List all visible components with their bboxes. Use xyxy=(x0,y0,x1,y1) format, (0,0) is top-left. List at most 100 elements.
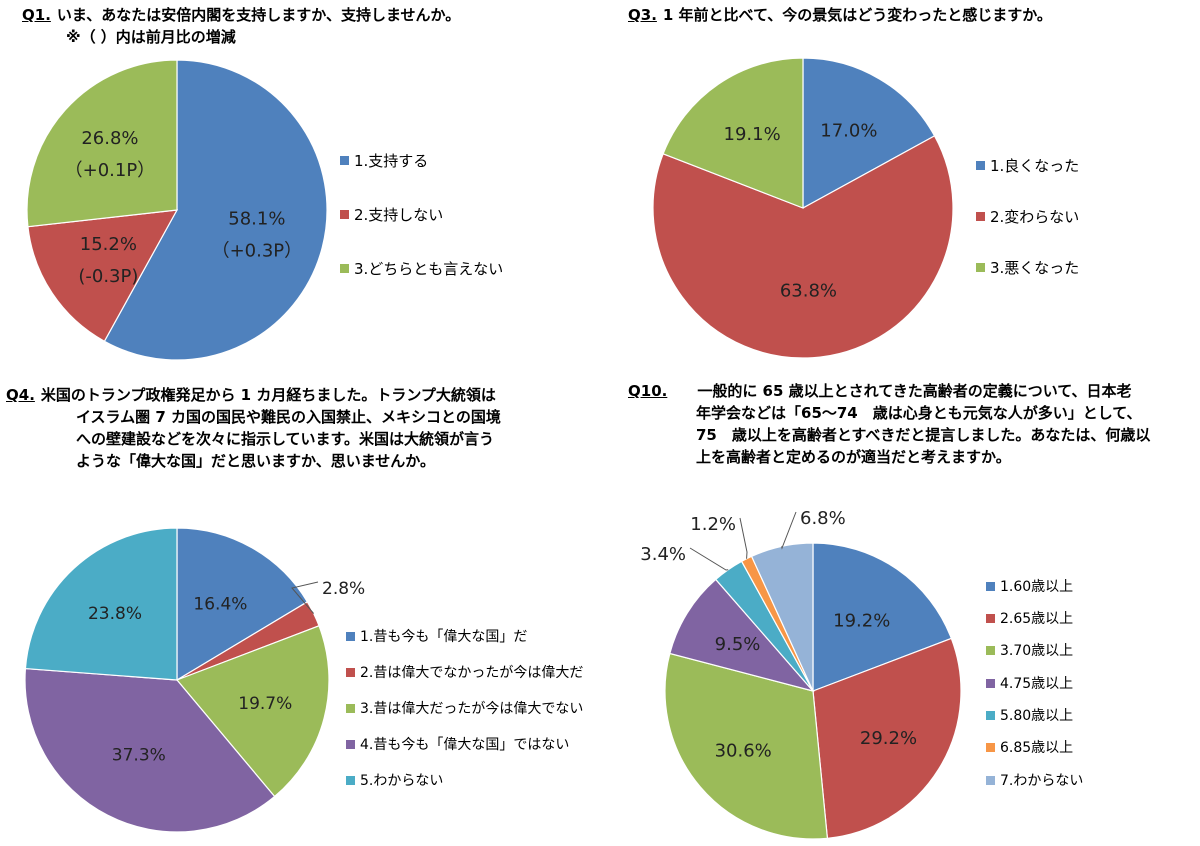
q1-title-line-2: ※（ ）内は前月比の増減 xyxy=(66,28,236,46)
q1-legend-swatch-3 xyxy=(340,264,349,273)
q10-legend-item-3: 3.70歳以上 xyxy=(986,640,1073,660)
q10-number: Q10. xyxy=(628,382,668,400)
q10-value-label-3: 30.6% xyxy=(715,741,772,762)
q10-leader-line-5 xyxy=(689,547,729,571)
q10-title-line-2: 年学会などは「65～74 歳は心身とも元気な人が多い」として、 xyxy=(696,404,1142,422)
q4-legend-swatch-3 xyxy=(346,703,355,713)
q3-legend-swatch-1 xyxy=(976,161,985,170)
q10-legend-swatch-4 xyxy=(986,678,995,688)
q4-legend-label-2: 2.昔は偉大でなかったが今は偉大だ xyxy=(360,665,584,681)
q4-slice-3 xyxy=(175,625,330,798)
q3-legend-swatch-3 xyxy=(976,263,985,272)
q10-slice-1 xyxy=(812,542,953,692)
q10-legend-swatch-5 xyxy=(986,710,995,720)
q1-legend-item-2: 2.支持しない xyxy=(340,204,443,225)
q1-value-label-2: 15.2% xyxy=(80,234,137,255)
q4-title-line-1: 米国のトランプ政権発足から 1 カ月経ちました。トランプ大統領は xyxy=(40,386,496,404)
q4-legend-swatch-4 xyxy=(346,739,355,749)
q10-legend-item-2: 2.65歳以上 xyxy=(986,608,1073,628)
q1-title: Q1. いま、あなたは安倍内閣を支持しますか、支持しませんか。 ※（ ）内は前月比… xyxy=(22,4,460,48)
q3-value-label-2: 63.8% xyxy=(780,280,837,301)
q1-change-label-1: （+0.3P） xyxy=(212,241,303,262)
q3-pie: 17.0% 63.8% 19.1% xyxy=(652,57,954,359)
q4-value-label-3: 19.7% xyxy=(238,694,292,714)
q10-value-label-7: 6.8% xyxy=(800,508,846,529)
q10-legend-label-1: 1.60歳以上 xyxy=(1000,579,1074,595)
q1-legend-swatch-1 xyxy=(340,156,349,165)
q1-slice-1 xyxy=(103,59,328,361)
q3-slice-2 xyxy=(652,135,954,359)
q1-legend-item-1: 1.支持する xyxy=(340,150,428,171)
q10-legend-label-7: 7.わからない xyxy=(1000,773,1084,789)
q10-legend-swatch-2 xyxy=(986,613,995,623)
q3-legend-swatch-2 xyxy=(976,212,985,221)
q10-legend-label-6: 6.85歳以上 xyxy=(1000,740,1074,756)
q1-number: Q1. xyxy=(22,6,51,24)
q10-legend-label-3: 3.70歳以上 xyxy=(1000,643,1074,659)
q10-value-label-2: 29.2% xyxy=(860,728,917,749)
q3-legend-label-3: 3.悪くなった xyxy=(990,259,1080,277)
q1-legend-label-3: 3.どちらとも言えない xyxy=(354,260,504,278)
q4-slice-4 xyxy=(24,667,276,833)
q4-value-label-2: 2.8% xyxy=(322,579,365,599)
q4-legend-swatch-1 xyxy=(346,631,355,641)
q10-value-label-1: 19.2% xyxy=(833,610,890,631)
q1-legend-item-3: 3.どちらとも言えない xyxy=(340,258,503,279)
q1-value-label-1: 58.1% xyxy=(228,209,285,230)
q10-leader-line-6 xyxy=(739,517,748,559)
q4-pie: 16.4% 2.8% 19.7% 37.3% 23.8% xyxy=(24,527,365,833)
q1-slice-2 xyxy=(27,209,179,343)
q10-legend-swatch-6 xyxy=(986,742,995,752)
q4-legend-item-2: 2.昔は偉大でなかったが今は偉大だ xyxy=(346,662,583,682)
q4-legend-label-1: 1.昔も今も「偉大な国」だ xyxy=(360,629,528,645)
q10-legend-swatch-3 xyxy=(986,645,995,655)
q10-slice-2 xyxy=(812,637,962,839)
q4-title-line-2: イスラム圏 7 カ国の国民や難民の入国禁止、メキシコとの国境 xyxy=(76,408,501,426)
q3-slice-1 xyxy=(802,57,936,210)
q4-legend-item-4: 4.昔も今も「偉大な国」ではない xyxy=(346,734,569,754)
q3-title: Q3. 1 年前と比べて、今の景気はどう変わったと感じますか。 xyxy=(628,4,1052,26)
q4-value-label-4: 37.3% xyxy=(112,745,166,765)
q1-legend-label-1: 1.支持する xyxy=(354,152,429,170)
q4-value-label-1: 16.4% xyxy=(193,594,247,614)
q4-legend-item-3: 3.昔は偉大だったが今は偉大でない xyxy=(346,698,583,718)
q4-leader-line-2 xyxy=(291,581,319,614)
q4-title-line-4: ような「偉大な国」だと思いますか、思いませんか。 xyxy=(76,452,435,470)
q1-legend-label-2: 2.支持しない xyxy=(354,206,444,224)
q3-slice-3 xyxy=(662,57,804,209)
q1-legend-swatch-2 xyxy=(340,210,349,219)
q10-value-label-4: 9.5% xyxy=(715,634,761,655)
q10-legend-label-4: 4.75歳以上 xyxy=(1000,676,1074,692)
q4-legend-item-1: 1.昔も今も「偉大な国」だ xyxy=(346,626,527,646)
q1-value-label-3: 26.8% xyxy=(81,128,138,149)
q4-value-label-5: 23.8% xyxy=(88,604,142,624)
q3-legend-item-1: 1.良くなった xyxy=(976,155,1079,176)
q10-legend-item-5: 5.80歳以上 xyxy=(986,705,1073,725)
q1-pie: 58.1% （+0.3P） 15.2% (-0.3P) 26.8% （+0.1P） xyxy=(26,59,328,361)
q10-legend-swatch-7 xyxy=(986,775,995,785)
q3-legend-label-2: 2.変わらない xyxy=(990,208,1080,226)
q10-legend-item-4: 4.75歳以上 xyxy=(986,673,1073,693)
q1-change-label-2: (-0.3P) xyxy=(78,266,138,287)
q10-legend-item-1: 1.60歳以上 xyxy=(986,576,1073,596)
q10-value-label-6: 1.2% xyxy=(690,514,736,535)
q4-slice-1 xyxy=(176,527,309,682)
q4-legend-label-5: 5.わからない xyxy=(360,773,444,789)
q4-legend-label-3: 3.昔は偉大だったが今は偉大でない xyxy=(360,701,584,717)
q4-slice-5 xyxy=(24,527,178,681)
q4-legend-swatch-5 xyxy=(346,775,355,785)
q10-value-label-5: 3.4% xyxy=(640,544,686,565)
q1-title-line-1: いま、あなたは安倍内閣を支持しますか、支持しませんか。 xyxy=(56,6,461,24)
q1-slice-3 xyxy=(26,59,178,228)
q10-slice-4 xyxy=(669,578,815,693)
q4-legend-label-4: 4.昔も今も「偉大な国」ではない xyxy=(360,737,570,753)
q10-title: Q10. 一般的に 65 歳以上とされてきた高齢者の定義について、日本老 年学会な… xyxy=(628,380,1150,468)
q3-legend-item-2: 2.変わらない xyxy=(976,206,1079,227)
q10-legend-label-5: 5.80歳以上 xyxy=(1000,708,1074,724)
q4-number: Q4. xyxy=(6,386,35,404)
q3-value-label-1: 17.0% xyxy=(820,121,877,142)
q10-title-line-3: 75 歳以上を高齢者とすべきだと提言しました。あなたは、何歳以 xyxy=(696,426,1151,444)
q4-legend-item-5: 5.わからない xyxy=(346,770,443,790)
q10-leader-line-7 xyxy=(781,511,797,550)
